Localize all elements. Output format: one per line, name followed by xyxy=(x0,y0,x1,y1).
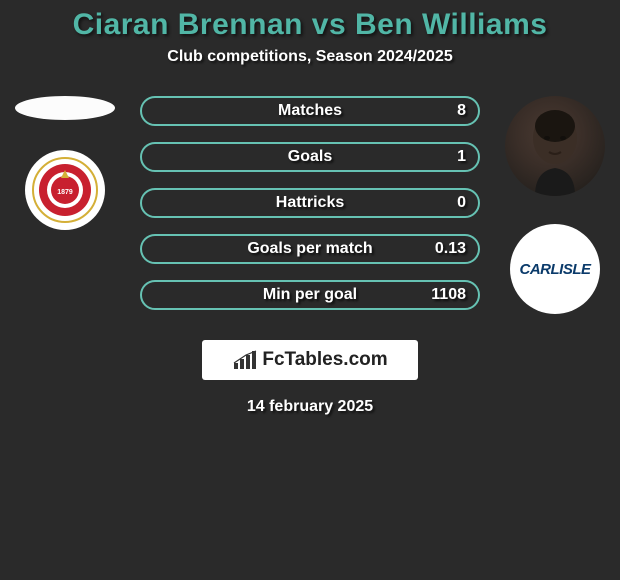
stat-value-right: 0 xyxy=(457,194,466,212)
comparison-content: 1879 CARLISLE Matches 8 Goals 1 Hattricks 0 Go… xyxy=(0,96,620,326)
left-player-avatar xyxy=(15,96,115,120)
player-headshot-icon xyxy=(505,96,605,196)
footer-logo[interactable]: FcTables.com xyxy=(202,340,418,380)
footer-logo-text: FcTables.com xyxy=(262,349,387,371)
right-club-crest: CARLISLE xyxy=(510,224,600,314)
stat-label: Goals per match xyxy=(247,240,372,258)
subtitle: Club competitions, Season 2024/2025 xyxy=(0,48,620,66)
date-label: 14 february 2025 xyxy=(0,398,620,416)
stat-value-right: 0.13 xyxy=(435,240,466,258)
stat-row: Min per goal 1108 xyxy=(140,280,480,310)
stat-row: Goals 1 xyxy=(140,142,480,172)
right-player-avatar xyxy=(505,96,605,196)
stat-row: Goals per match 0.13 xyxy=(140,234,480,264)
stat-row: Matches 8 xyxy=(140,96,480,126)
stat-label: Min per goal xyxy=(263,286,357,304)
stat-label: Goals xyxy=(288,148,332,166)
stat-row: Hattricks 0 xyxy=(140,188,480,218)
crest-year: 1879 xyxy=(57,189,73,196)
stat-value-right: 8 xyxy=(457,102,466,120)
carlisle-crest-text: CARLISLE xyxy=(520,261,591,278)
stat-label: Hattricks xyxy=(276,194,344,212)
stats-table: Matches 8 Goals 1 Hattricks 0 Goals per match 0… xyxy=(140,96,480,326)
left-club-crest: 1879 xyxy=(25,150,105,230)
right-player-column: CARLISLE xyxy=(500,96,610,314)
stat-value-right: 1108 xyxy=(431,286,466,304)
bar-chart-icon xyxy=(232,349,258,371)
left-player-column: 1879 xyxy=(10,96,120,230)
stat-value-right: 1 xyxy=(457,148,466,166)
stat-label: Matches xyxy=(278,102,342,120)
page-title: Ciaran Brennan vs Ben Williams xyxy=(0,0,620,42)
swindon-crest-icon: 1879 xyxy=(31,156,99,224)
